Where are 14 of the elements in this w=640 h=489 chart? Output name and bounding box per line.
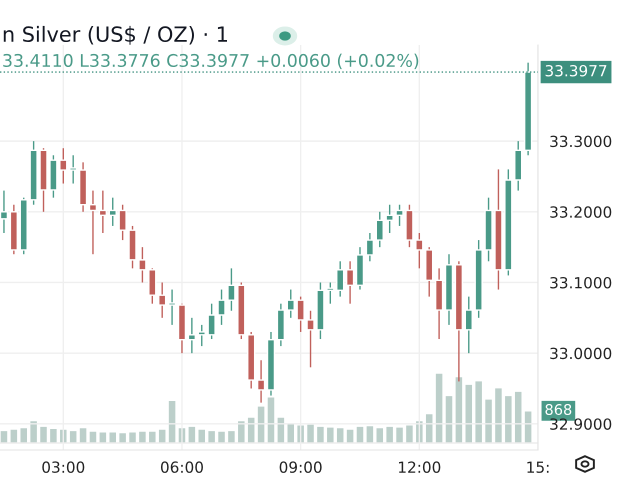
- chart-title: n Silver (US$ / OZ) · 1: [4, 26, 227, 45]
- y-tick-label: 33.0000: [550, 348, 612, 360]
- y-tick-label: 33.2000: [550, 206, 612, 218]
- y-tick-label: 32.9000: [550, 418, 612, 430]
- text: 868: [545, 404, 572, 416]
- x-tick-label: 12:00: [398, 461, 440, 473]
- chart-subtitle: 33.4110 L33.3776 C33.3977 +0.0060 (+0.02%): [3, 54, 418, 70]
- x-tick-label: 06:00: [160, 461, 203, 473]
- y-tick-label: 33.1000: [550, 276, 612, 289]
- x-tick-label: 03:00: [42, 461, 84, 473]
- x-tick-label: 15:: [527, 462, 549, 473]
- x-tick-label: 09:00: [280, 461, 322, 473]
- y-tick-label: 33.3000: [550, 136, 612, 148]
- ref-line-label: 33.3977: [546, 64, 606, 77]
